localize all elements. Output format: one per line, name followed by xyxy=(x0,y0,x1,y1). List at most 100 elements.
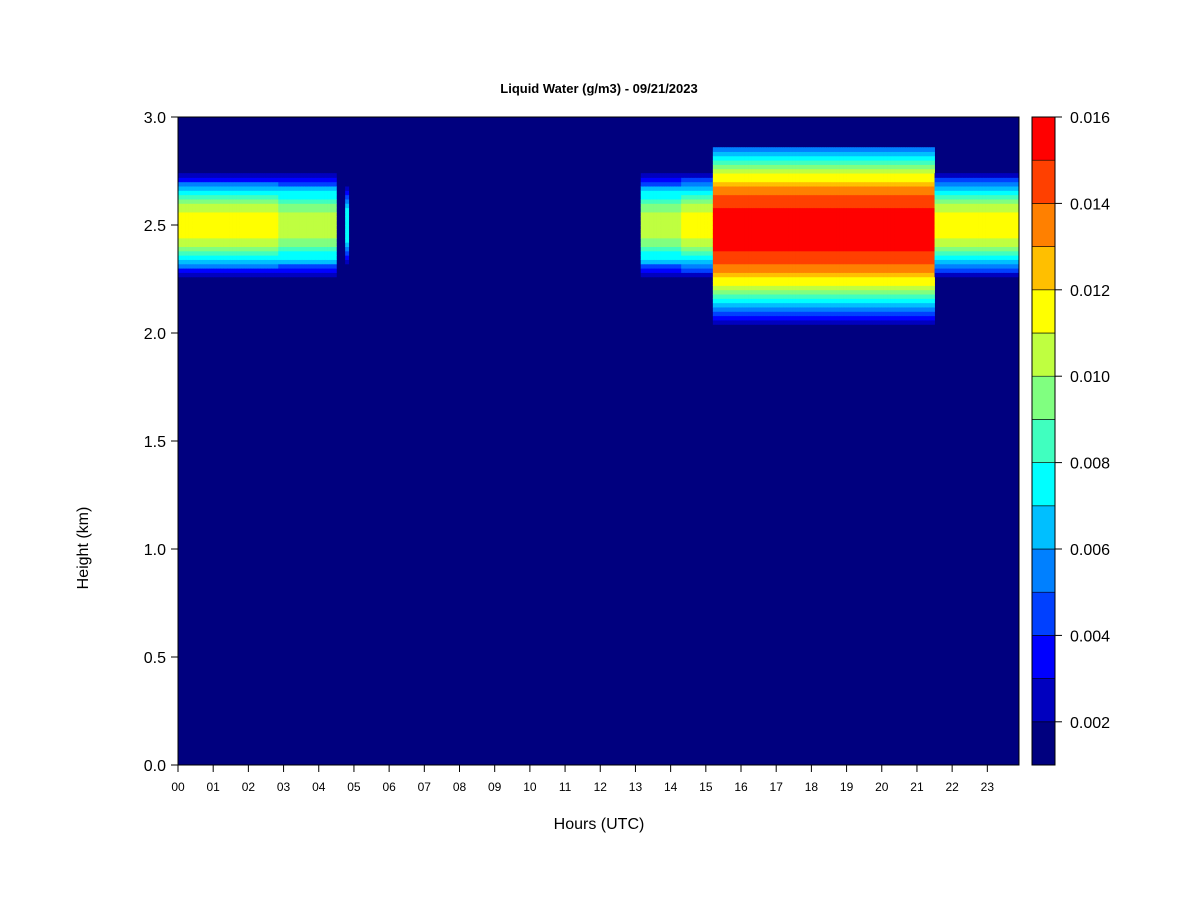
heat-cell xyxy=(770,168,774,174)
heat-cell xyxy=(739,298,742,304)
heat-cell xyxy=(230,186,233,191)
heat-cell xyxy=(688,237,691,243)
heat-cell xyxy=(788,151,791,157)
heat-cell xyxy=(776,199,779,204)
heat-cell xyxy=(769,294,772,299)
heat-cell xyxy=(732,160,735,165)
heat-cell xyxy=(334,194,337,200)
heat-cell xyxy=(255,268,258,273)
heat-cell xyxy=(178,207,181,213)
heat-cell xyxy=(779,181,782,187)
heat-cell xyxy=(746,181,749,187)
heat-cell xyxy=(220,216,223,222)
heat-cell xyxy=(660,233,663,239)
heat-cell xyxy=(688,220,691,226)
heat-cell xyxy=(769,216,772,222)
heat-cell xyxy=(294,242,297,247)
heat-cell xyxy=(329,242,332,247)
heat-cell xyxy=(769,263,772,269)
heat-cell xyxy=(672,259,675,265)
heat-cell xyxy=(258,246,262,252)
heat-cell xyxy=(781,320,784,325)
heat-cell xyxy=(207,220,211,226)
heat-cell xyxy=(758,298,761,304)
heat-cell xyxy=(762,302,765,308)
heat-cell xyxy=(185,181,188,187)
heat-cell xyxy=(290,203,293,209)
heat-cell xyxy=(667,173,670,178)
heat-cell xyxy=(258,212,262,217)
heat-cell xyxy=(776,246,779,252)
heat-cell xyxy=(644,268,647,273)
heat-cell xyxy=(723,199,726,204)
heat-cell xyxy=(269,203,272,209)
heat-cell xyxy=(779,250,782,256)
heat-cell xyxy=(730,263,733,269)
heat-cell xyxy=(746,246,749,252)
heat-cell xyxy=(260,263,263,269)
heat-cell xyxy=(204,242,207,247)
heat-cell xyxy=(253,203,256,209)
heat-cell xyxy=(258,199,262,204)
heat-cell xyxy=(718,160,721,165)
heat-cell xyxy=(209,250,212,256)
heat-cell xyxy=(246,181,249,187)
heat-cell xyxy=(185,207,188,213)
heat-cell xyxy=(308,225,311,230)
heat-cell xyxy=(243,212,246,217)
heat-cell xyxy=(250,216,253,222)
heat-cell xyxy=(721,289,724,295)
heat-cell xyxy=(732,220,735,226)
heat-cell xyxy=(267,186,270,191)
heat-cell xyxy=(714,229,717,235)
heat-cell xyxy=(772,285,775,291)
heat-cell xyxy=(741,168,744,174)
heat-cell xyxy=(646,250,649,256)
heat-cell xyxy=(195,216,198,222)
heat-cell xyxy=(230,255,233,260)
heat-cell xyxy=(719,220,723,226)
heat-cell xyxy=(236,173,239,178)
heat-cell xyxy=(250,263,253,269)
heat-cell xyxy=(251,199,255,204)
heat-cell xyxy=(229,207,232,213)
heat-cell xyxy=(774,272,777,278)
heat-cell xyxy=(746,177,749,183)
heat-cell xyxy=(783,186,786,191)
heat-cell xyxy=(327,255,330,260)
heat-cell xyxy=(746,229,749,235)
heat-cell xyxy=(294,229,297,235)
heat-cell xyxy=(739,207,742,213)
heat-cell xyxy=(304,259,307,265)
heat-cell xyxy=(264,233,267,239)
heat-cell xyxy=(751,203,754,209)
heat-cell xyxy=(741,315,744,321)
heat-cell xyxy=(739,199,742,204)
heat-cell xyxy=(199,237,202,243)
heat-cell xyxy=(656,272,659,278)
heat-cell xyxy=(774,168,777,174)
heat-cell xyxy=(763,237,767,243)
heat-cell xyxy=(250,225,253,230)
heat-cell xyxy=(290,268,293,273)
heat-cell xyxy=(672,186,675,191)
heat-cell xyxy=(292,259,295,265)
heat-cell xyxy=(322,272,325,278)
heat-cell xyxy=(776,250,779,256)
heat-cell xyxy=(728,155,731,161)
heat-cell xyxy=(760,237,763,243)
heat-cell xyxy=(218,263,221,269)
heat-cell xyxy=(651,246,654,252)
heat-cell xyxy=(728,190,731,196)
heat-cell xyxy=(179,220,182,226)
heat-cell xyxy=(691,259,694,265)
heat-cell xyxy=(288,246,291,252)
heat-cell xyxy=(735,263,738,269)
heat-cell xyxy=(251,233,255,239)
heat-cell xyxy=(785,160,788,165)
heat-cell xyxy=(770,233,774,239)
heat-cell xyxy=(751,276,754,282)
heat-cell xyxy=(746,147,749,152)
heat-cell xyxy=(327,272,330,278)
heat-cell xyxy=(193,255,196,260)
